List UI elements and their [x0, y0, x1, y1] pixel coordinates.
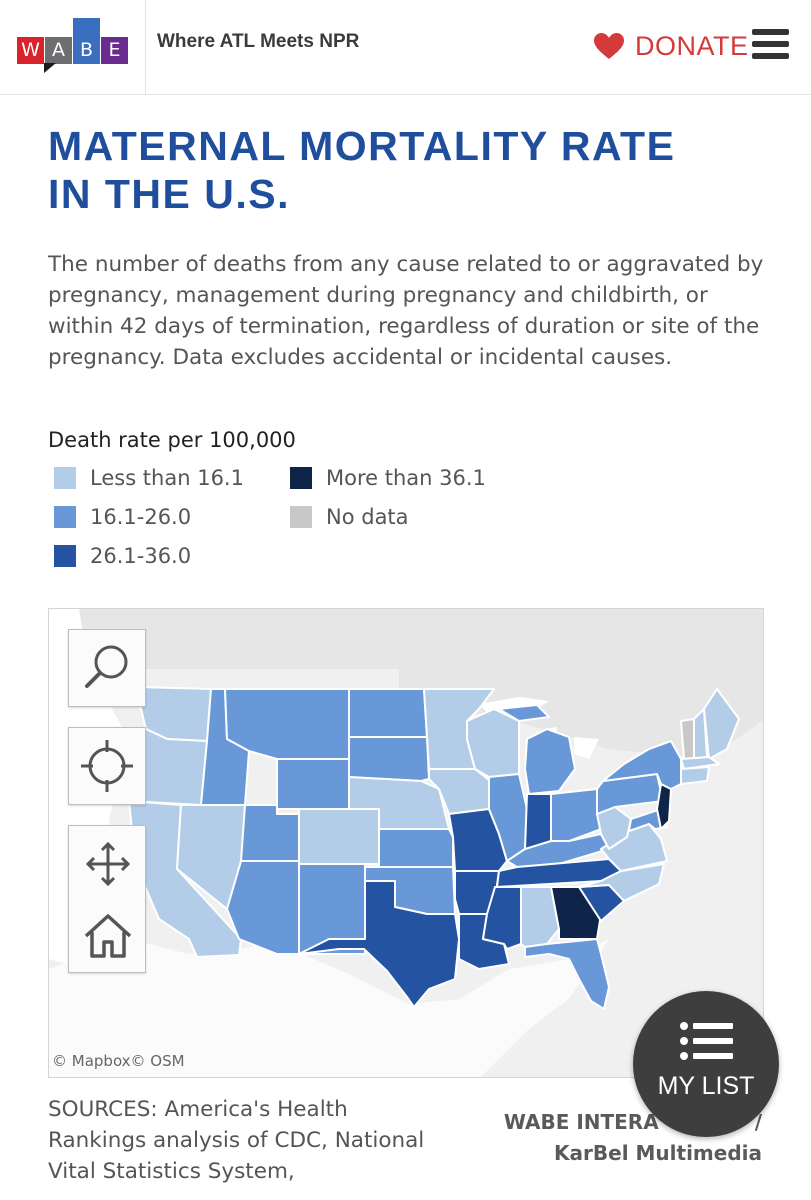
state-ma: [680, 756, 720, 770]
state-mi: [524, 728, 576, 795]
locate-icon[interactable]: [69, 728, 145, 804]
legend-label: Less than 16.1: [90, 466, 244, 490]
state-vt: [680, 718, 695, 760]
title-line-1: MATERNAL MORTALITY RATE: [48, 123, 676, 169]
legend-label: More than 36.1: [326, 466, 486, 490]
state-nd: [348, 688, 428, 738]
legend-item-no-data: No data: [290, 505, 409, 529]
state-nj: [656, 783, 672, 830]
legend-swatch: [54, 506, 76, 528]
legend-label: 26.1-36.0: [90, 544, 192, 568]
us-states-map[interactable]: [49, 609, 764, 1078]
legend-swatch: [290, 467, 312, 489]
hamburger-icon[interactable]: [752, 29, 789, 63]
donate-button[interactable]: DONATE: [593, 28, 749, 64]
map-locate-control[interactable]: [68, 727, 146, 805]
state-co: [298, 808, 380, 865]
my-list-label: MY LIST: [657, 1072, 755, 1100]
legend-swatch: [54, 467, 76, 489]
legend-item-26-36: 26.1-36.0: [54, 544, 191, 568]
state-wi: [466, 708, 520, 778]
legend-swatch: [54, 545, 76, 567]
legend-swatch: [290, 506, 312, 528]
list-icon: [680, 1022, 733, 1060]
site-header: W A B E Where ATL Meets NPR DONATE: [0, 0, 811, 95]
credits-line-1: WABE INTERA: [503, 1110, 659, 1134]
state-fl: [524, 938, 610, 1010]
legend-label: No data: [326, 505, 409, 529]
pan-icon[interactable]: [70, 826, 146, 902]
logo-letter-e: E: [101, 37, 128, 64]
my-list-button[interactable]: MY LIST: [633, 991, 779, 1137]
map-search-control[interactable]: [68, 629, 146, 707]
state-in: [524, 793, 552, 850]
state-nm: [298, 863, 366, 955]
legend-item-less-than-16: Less than 16.1: [54, 466, 244, 490]
logo-letter-a: A: [45, 37, 72, 64]
page-title: MATERNAL MORTALITY RATE IN THE U.S.: [48, 122, 768, 218]
state-oh: [550, 788, 602, 842]
state-ct: [680, 766, 710, 785]
donate-label: DONATE: [635, 30, 749, 61]
map-attribution[interactable]: © Mapbox© OSM: [52, 1052, 185, 1070]
heart-icon: [594, 33, 624, 59]
logo-letter-w: W: [17, 37, 44, 64]
legend-label: 16.1-26.0: [90, 505, 192, 529]
credits-line-1-tail: /: [754, 1110, 762, 1134]
logo-tail: [44, 63, 56, 73]
state-mi-up: [498, 704, 550, 722]
chart-description: The number of deaths from any cause rela…: [48, 252, 764, 370]
legend-item-more-than-36: More than 36.1: [290, 466, 486, 490]
search-icon[interactable]: [69, 630, 145, 706]
state-sd: [348, 736, 430, 782]
state-ks: [378, 828, 454, 868]
us-choropleth-map[interactable]: © Mapbox© OSM: [48, 608, 764, 1078]
state-me: [703, 688, 740, 760]
state-ut: [240, 804, 300, 862]
logo-container[interactable]: W A B E: [0, 0, 146, 94]
map-nav-control[interactable]: [68, 825, 146, 973]
state-wy: [276, 758, 350, 810]
state-tx: [298, 880, 460, 1008]
title-line-2: IN THE U.S.: [48, 171, 291, 217]
state-mt: [224, 688, 350, 760]
wabe-logo[interactable]: W A B E: [17, 18, 129, 73]
credits-line-2: KarBel Multimedia: [554, 1141, 762, 1165]
site-tagline: Where ATL Meets NPR: [157, 31, 360, 52]
home-icon[interactable]: [70, 898, 146, 974]
legend-item-16-26: 16.1-26.0: [54, 505, 191, 529]
logo-letter-b: B: [73, 18, 100, 64]
legend-title: Death rate per 100,000: [48, 428, 296, 452]
sources-text: SOURCES: America's Health Rankings analy…: [48, 1097, 425, 1184]
credits: WABE INTERA / KarBel Multimedia: [450, 1107, 762, 1169]
